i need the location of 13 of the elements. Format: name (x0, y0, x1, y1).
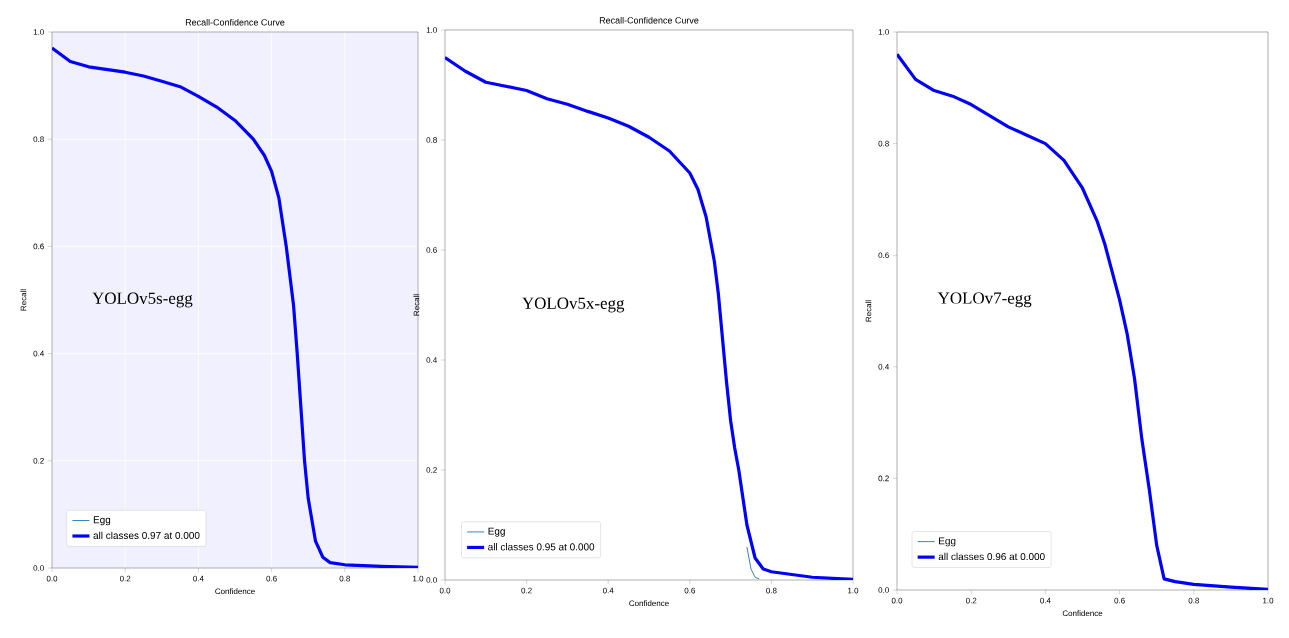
line-series (52, 46, 418, 568)
annotation: YOLOv5x-egg (522, 297, 625, 313)
annotation: YOLOv7-egg (937, 292, 1032, 308)
legend-label: all classes 0.96 at 0.000 (938, 552, 1045, 561)
legend-label: all classes 0.95 at 0.000 (488, 543, 595, 551)
line-series (746, 546, 760, 580)
chart-title: Recall-Confidence Curve (599, 16, 699, 24)
legend-label: Egg (488, 527, 505, 537)
legend-label: Egg (93, 516, 111, 526)
legend-label: all classes 0.97 at 0.000 (93, 531, 200, 539)
chart-title: Recall-Confidence Curve (185, 18, 285, 26)
annotation: YOLOv5s-egg (92, 292, 193, 308)
legend-label: Egg (939, 537, 956, 547)
